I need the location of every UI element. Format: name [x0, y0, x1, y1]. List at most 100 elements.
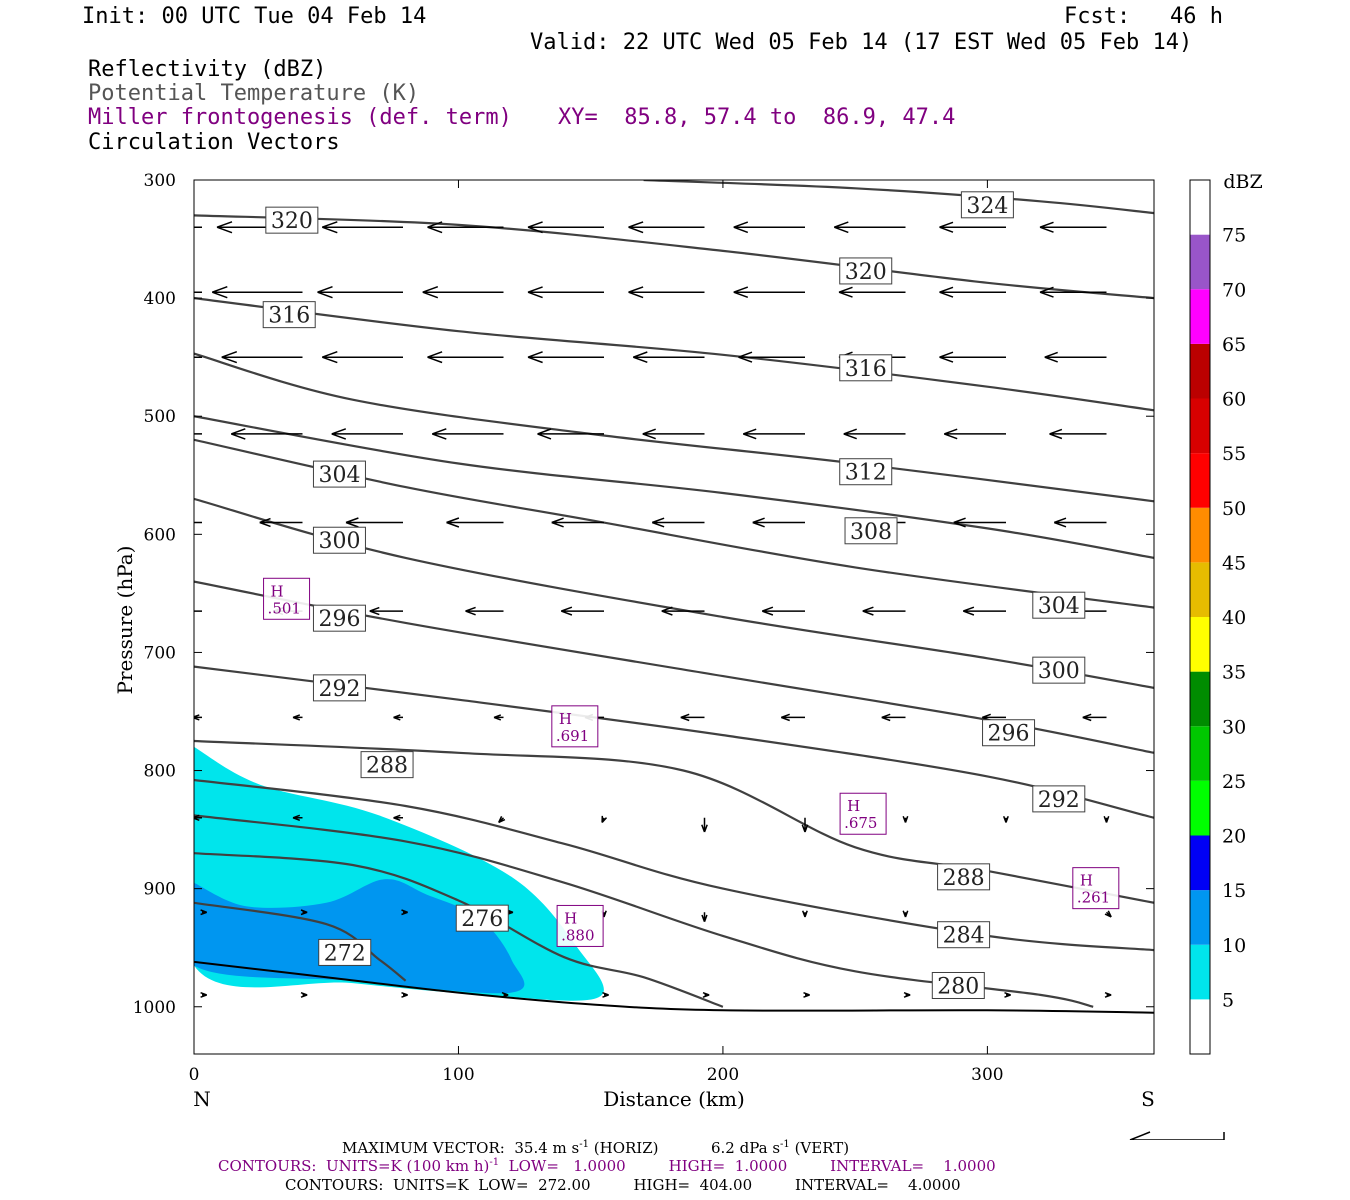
theta-label-320: 320 [839, 257, 893, 285]
colorbar-segment-15 [1190, 835, 1210, 891]
frontogenesis-max: H.880 [556, 904, 604, 947]
theta-label-box [982, 719, 1036, 747]
frontogenesis-max-value: .261 [1077, 889, 1110, 907]
frontogenesis-contour-info: CONTOURS: UNITS=K (100 km h)-1 LOW= 1.00… [218, 1157, 996, 1175]
circulation-vector [943, 428, 1006, 440]
vert-tag: (VERT) [794, 1139, 850, 1157]
colorbar-level-label: 35 [1222, 662, 1246, 684]
theta-label-292: 292 [1032, 785, 1086, 813]
theta-label-312: 312 [839, 458, 893, 486]
circulation-vector [843, 428, 906, 440]
circulation-vector [752, 517, 805, 528]
circulation-vector [300, 909, 308, 916]
horiz-tag: (HORIZ) [593, 1139, 659, 1157]
circulation-vector [1002, 816, 1009, 823]
circulation-vector [939, 221, 1006, 233]
theta-label-300: 300 [1032, 656, 1086, 684]
circulation-vector [200, 909, 208, 916]
colorbar-segment-5 [1190, 944, 1210, 1000]
colorbar-frame [1189, 179, 1211, 1055]
contours1-units: CONTOURS: UNITS=K (100 km h) [218, 1157, 490, 1175]
frontogenesis-max-box [1072, 867, 1120, 910]
x-tick-label: 300 [971, 1065, 1003, 1085]
forecast-hour: Fcst: 46 h [1064, 4, 1223, 29]
circulation-vector [331, 428, 403, 440]
circulation-vector [221, 350, 303, 364]
terrain-layer [194, 960, 1154, 1014]
theta-label-300: 300 [312, 526, 366, 554]
cross-section-chart: 3243203203163163123083043043003002962962… [113, 171, 1263, 1140]
circulation-vector [702, 991, 710, 998]
circulation-vector [194, 433, 202, 435]
theta-label-text: 320 [271, 209, 313, 234]
colorbar-level-label: 20 [1222, 826, 1246, 848]
theta-label-text: 304 [1038, 594, 1080, 619]
circulation-vector [259, 517, 303, 528]
circulation-vector [642, 428, 705, 440]
colorbar-level-label: 15 [1222, 880, 1246, 902]
theta-label-text: 312 [845, 461, 887, 486]
theta-label-text: 300 [318, 529, 360, 554]
frontogenesis-max-symbol: H [1080, 872, 1093, 890]
circulation-vector [194, 521, 202, 524]
theta-contour-316 [194, 297, 1154, 412]
circulation-vector [345, 517, 403, 528]
reflectivity-layer [194, 746, 604, 1001]
frontogenesis-max: H.675 [839, 792, 887, 835]
circulation-vector [803, 991, 810, 998]
circulation-vector [733, 221, 805, 234]
y-axis-title: Pressure (hPa) [113, 546, 137, 695]
circulation-vector [962, 606, 1006, 616]
init-time: Init: 00 UTC Tue 04 Feb 14 [82, 4, 427, 29]
valid-time: Valid: 22 UTC Wed 05 Feb 14 (17 EST Wed … [530, 30, 1193, 55]
circulation-vector [738, 351, 805, 363]
theta-label-text: 316 [845, 357, 887, 382]
circulation-vector [211, 285, 303, 299]
theta-label-316: 316 [262, 301, 316, 329]
theta-contour-320 [194, 214, 1154, 300]
circulation-vector [321, 221, 403, 234]
theta-label-box [937, 863, 991, 891]
south-end-label: S [1141, 1087, 1155, 1111]
circulation-vector [902, 910, 909, 918]
circulation-vector [939, 286, 1006, 298]
circulation-vector [465, 606, 504, 616]
horiz-exponent: -1 [579, 1139, 589, 1150]
circulation-vector [527, 286, 604, 299]
circulation-vector [632, 351, 705, 364]
colorbar-segment-30 [1190, 671, 1210, 727]
cross-section-endpoints: XY= 85.8, 57.4 to 86.9, 47.4 [558, 105, 956, 130]
frontogenesis-max-value: .880 [561, 926, 594, 944]
circulation-vector [498, 815, 506, 824]
circulation-vector [780, 713, 805, 722]
theta-label-box [1032, 785, 1086, 813]
contours1-range: LOW= 1.0000 HIGH= 1.0000 INTERVAL= 1.000… [499, 1157, 996, 1175]
max-vector-prefix: MAXIMUM VECTOR: [342, 1139, 505, 1157]
circulation-vector [446, 517, 504, 528]
colorbar-segment-10 [1190, 890, 1210, 945]
theta-label-288: 288 [937, 863, 991, 891]
circulation-vector [527, 351, 604, 364]
theta-label-text: 304 [318, 463, 360, 488]
circulation-vector [317, 285, 403, 299]
theta-contour-info: CONTOURS: UNITS=K LOW= 272.00 HIGH= 404.… [285, 1176, 961, 1194]
circulation-vector [1082, 713, 1107, 722]
colorbar-segment-below-min [1190, 999, 1210, 1054]
circulation-vector [194, 356, 202, 358]
circulation-vector [733, 286, 805, 299]
vector-layer [194, 221, 1112, 998]
circulation-vector [393, 714, 403, 721]
colorbar-level-label: 55 [1222, 443, 1246, 465]
theta-label-text: 300 [1038, 659, 1080, 684]
theta-label-text: 292 [318, 677, 360, 702]
y-tick-label: 1000 [133, 998, 176, 1018]
circulation-vector [1104, 991, 1112, 998]
circulation-vector [838, 286, 906, 298]
frontogenesis-max-symbol: H [564, 909, 577, 927]
theta-label-box [265, 206, 319, 234]
circulation-vector [292, 814, 303, 822]
theta-contour-312 [194, 352, 1154, 503]
colorbar-segment-75 [1190, 180, 1210, 235]
theta-label-box [360, 751, 414, 779]
colorbar-segment-70 [1190, 234, 1210, 290]
